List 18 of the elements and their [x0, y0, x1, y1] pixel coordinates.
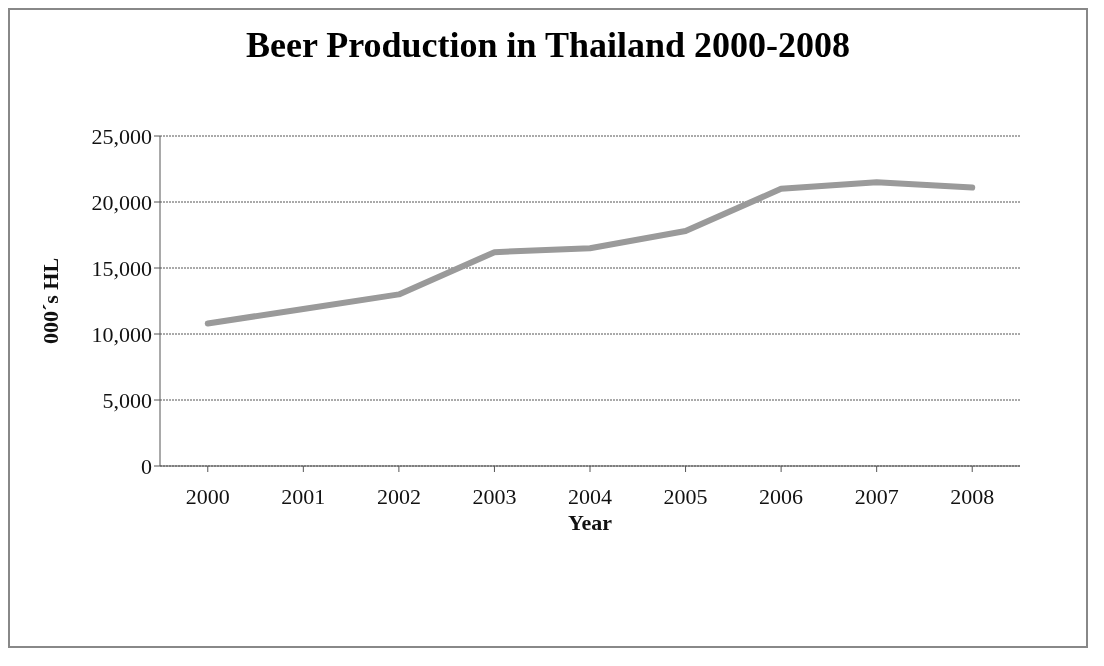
x-tick-label: 2001: [281, 483, 326, 509]
x-tick-label: 2007: [854, 483, 899, 509]
y-tick-label: 20,000: [91, 189, 152, 215]
x-tick-label: 2005: [663, 483, 708, 509]
x-tick-label: 2002: [376, 483, 421, 509]
y-tick-label: 10,000: [91, 321, 152, 347]
chart-title: Beer Production in Thailand 2000-2008: [244, 24, 852, 66]
x-tick-label: 2003: [472, 483, 517, 509]
x-tick-label: 2004: [568, 483, 612, 509]
x-tick-label: 2008: [950, 483, 995, 509]
y-tick-label: 15,000: [91, 255, 152, 281]
x-tick-label: 2000: [185, 483, 230, 509]
y-tick-label: 5,000: [102, 387, 152, 413]
y-tick-label: 0: [141, 453, 152, 479]
y-tick-label: 25,000: [91, 123, 152, 149]
y-axis-title: 000´s HL: [37, 257, 63, 345]
x-tick-label: 2006: [759, 483, 804, 509]
x-axis-title: Year: [568, 510, 613, 535]
